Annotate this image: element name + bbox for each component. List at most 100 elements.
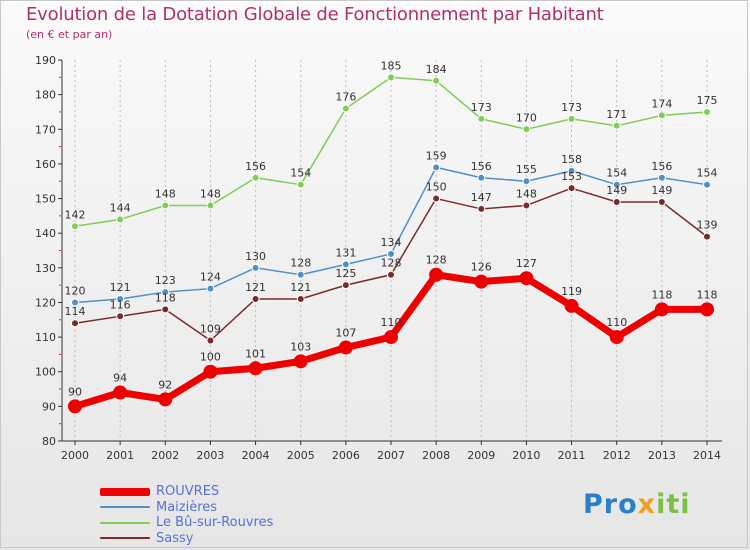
data-label-maizieres: 154: [697, 167, 718, 180]
data-point-maizieres: [251, 263, 260, 272]
data-point-le-bu-sur-rouvres: [71, 222, 79, 231]
y-tick-label: 160: [35, 158, 56, 171]
data-label-rouvres: 118: [651, 288, 672, 301]
data-label-sassy: 149: [651, 184, 672, 197]
x-tick-label: 2011: [558, 449, 586, 462]
data-point-sassy: [387, 270, 395, 279]
data-label-sassy: 116: [110, 298, 131, 311]
data-label-le-bu-sur-rouvres: 156: [245, 160, 266, 173]
x-tick-label: 2005: [287, 449, 315, 462]
data-label-rouvres: 128: [426, 254, 447, 267]
data-label-le-bu-sur-rouvres: 184: [426, 63, 447, 76]
data-point-le-bu-sur-rouvres: [296, 180, 305, 189]
data-point-maizieres: [71, 298, 79, 307]
legend-item-rouvres[interactable]: ROUVRES: [100, 484, 273, 500]
logo-part-x: x: [637, 489, 657, 520]
data-label-rouvres: 90: [68, 385, 82, 398]
data-label-le-bu-sur-rouvres: 142: [65, 208, 86, 221]
x-tick-label: 2001: [106, 449, 134, 462]
proxiti-logo[interactable]: Proxiti: [583, 489, 691, 520]
x-tick-label: 2009: [467, 449, 495, 462]
data-label-rouvres: 94: [113, 372, 127, 385]
data-label-maizieres: 156: [651, 160, 672, 173]
data-label-rouvres: 110: [606, 316, 627, 329]
data-point-sassy: [477, 204, 486, 213]
data-point-le-bu-sur-rouvres: [703, 107, 711, 116]
data-point-sassy: [612, 198, 621, 207]
data-point-rouvres: [338, 340, 353, 355]
chart-subtitle: (en € et par an): [26, 28, 113, 41]
legend-swatch-le-bu-sur-rouvres: [100, 521, 150, 524]
data-label-rouvres: 126: [471, 261, 492, 274]
x-tick-label: 2010: [512, 449, 540, 462]
data-label-le-bu-sur-rouvres: 148: [200, 187, 221, 200]
data-label-maizieres: 130: [245, 250, 266, 263]
x-tick-label: 2004: [242, 449, 270, 462]
data-label-sassy: 153: [561, 170, 582, 183]
data-label-rouvres: 118: [697, 288, 718, 301]
data-point-le-bu-sur-rouvres: [387, 73, 395, 82]
data-point-le-bu-sur-rouvres: [116, 215, 125, 224]
data-label-le-bu-sur-rouvres: 144: [110, 201, 131, 214]
data-point-maizieres: [703, 180, 711, 189]
data-label-sassy: 148: [516, 187, 537, 200]
data-label-rouvres: 107: [335, 326, 356, 339]
y-tick-label: 130: [35, 262, 56, 275]
y-tick-label: 80: [42, 435, 56, 448]
data-point-rouvres: [609, 330, 624, 345]
data-point-maizieres: [161, 288, 170, 297]
legend-item-sassy[interactable]: Sassy: [100, 531, 273, 547]
data-point-le-bu-sur-rouvres: [206, 201, 215, 210]
chart-title: Evolution de la Dotation Globale de Fonc…: [26, 4, 604, 25]
data-label-maizieres: 159: [426, 149, 447, 162]
legend-label-le-bu-sur-rouvres: Le Bû-sur-Rouvres: [156, 515, 274, 531]
data-label-le-bu-sur-rouvres: 174: [651, 97, 672, 110]
legend-swatch-sassy: [100, 537, 150, 540]
y-tick-label: 140: [35, 227, 56, 240]
x-tick-label: 2000: [61, 449, 89, 462]
data-label-sassy: 118: [155, 291, 176, 304]
data-label-maizieres: 120: [65, 284, 86, 297]
data-point-rouvres: [654, 302, 669, 317]
data-label-sassy: 128: [381, 257, 402, 270]
data-point-maizieres: [567, 166, 576, 175]
data-point-le-bu-sur-rouvres: [341, 104, 350, 113]
data-label-rouvres: 119: [561, 285, 582, 298]
data-point-sassy: [251, 294, 260, 303]
data-point-rouvres: [519, 271, 534, 286]
x-tick-label: 2013: [648, 449, 676, 462]
data-label-le-bu-sur-rouvres: 176: [335, 90, 356, 103]
data-label-sassy: 121: [290, 281, 311, 294]
data-label-sassy: 150: [426, 181, 447, 194]
data-label-sassy: 147: [471, 191, 492, 204]
data-label-maizieres: 121: [110, 281, 131, 294]
legend-swatch-maizieres: [100, 506, 150, 509]
data-point-maizieres: [116, 294, 125, 303]
data-label-maizieres: 123: [155, 274, 176, 287]
data-label-sassy: 109: [200, 323, 221, 336]
data-point-maizieres: [657, 173, 666, 182]
data-point-le-bu-sur-rouvres: [477, 114, 486, 123]
data-label-maizieres: 155: [516, 163, 537, 176]
data-point-sassy: [161, 305, 170, 314]
data-label-le-bu-sur-rouvres: 154: [290, 167, 311, 180]
data-label-maizieres: 134: [381, 236, 402, 249]
data-point-sassy: [432, 194, 441, 203]
data-point-maizieres: [432, 163, 441, 172]
legend-label-maizieres: Maizières: [156, 499, 218, 515]
data-label-le-bu-sur-rouvres: 173: [471, 101, 492, 114]
data-point-rouvres: [68, 399, 82, 414]
y-tick-label: 100: [35, 366, 56, 379]
x-tick-label: 2003: [196, 449, 224, 462]
legend-item-maizieres[interactable]: Maizières: [100, 500, 273, 516]
x-tick-label: 2006: [332, 449, 360, 462]
data-point-rouvres: [293, 354, 308, 369]
data-point-rouvres: [429, 267, 444, 282]
x-tick-label: 2008: [422, 449, 450, 462]
data-label-le-bu-sur-rouvres: 171: [606, 108, 627, 121]
data-label-maizieres: 131: [335, 246, 356, 259]
legend-item-le-bu-sur-rouvres[interactable]: Le Bû-sur-Rouvres: [100, 515, 273, 531]
data-point-maizieres: [387, 249, 395, 258]
